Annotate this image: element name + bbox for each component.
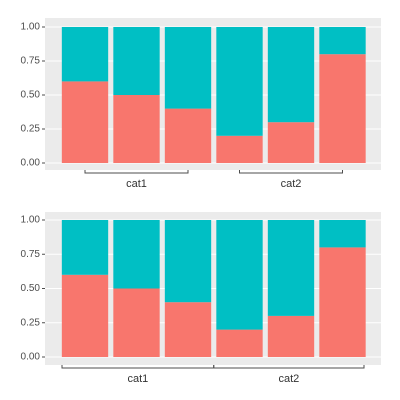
bar-segment bbox=[267, 315, 315, 357]
group-bracket bbox=[239, 170, 343, 174]
bar-segment bbox=[319, 220, 366, 248]
group-label: cat1 bbox=[127, 373, 148, 385]
y-tick-label: 0.00 bbox=[21, 352, 41, 363]
bar-segment bbox=[61, 27, 109, 82]
group-label: cat2 bbox=[281, 178, 302, 190]
bar-segment bbox=[267, 122, 315, 163]
y-tick-label: 0.50 bbox=[21, 90, 41, 101]
bar-segment bbox=[164, 220, 212, 303]
bar-segment bbox=[216, 135, 263, 163]
bar-segment bbox=[61, 274, 109, 357]
bar-segment bbox=[319, 27, 366, 55]
y-tick-label: 0.50 bbox=[21, 283, 41, 294]
bar-segment bbox=[113, 95, 160, 163]
y-tick-label: 0.75 bbox=[21, 56, 41, 67]
bar-segment bbox=[113, 288, 160, 357]
bar-segment bbox=[113, 27, 160, 95]
bar-segment bbox=[113, 220, 160, 289]
group-bracket bbox=[213, 365, 365, 369]
bar-segment bbox=[164, 302, 212, 357]
y-tick-label: 1.00 bbox=[21, 215, 41, 226]
bar-segment bbox=[164, 108, 212, 163]
group-label: cat2 bbox=[278, 373, 299, 385]
bar-segment bbox=[164, 27, 212, 109]
bar-segment bbox=[319, 54, 366, 164]
bar-segment bbox=[216, 220, 263, 330]
y-tick-label: 0.25 bbox=[21, 317, 41, 328]
bar-segment bbox=[267, 27, 315, 123]
group-label: cat1 bbox=[126, 178, 147, 190]
bar-segment bbox=[216, 27, 263, 136]
y-tick-label: 0.75 bbox=[21, 249, 41, 260]
y-tick-label: 0.25 bbox=[21, 124, 41, 135]
bar-segment bbox=[216, 329, 263, 357]
group-bracket bbox=[61, 365, 215, 369]
bar-segment bbox=[267, 220, 315, 316]
bar-segment bbox=[319, 247, 366, 357]
y-tick-label: 0.00 bbox=[21, 158, 41, 169]
bar-segment bbox=[61, 81, 109, 163]
y-tick-label: 1.00 bbox=[21, 22, 41, 33]
bar-segment bbox=[61, 220, 109, 275]
group-bracket bbox=[84, 170, 189, 174]
